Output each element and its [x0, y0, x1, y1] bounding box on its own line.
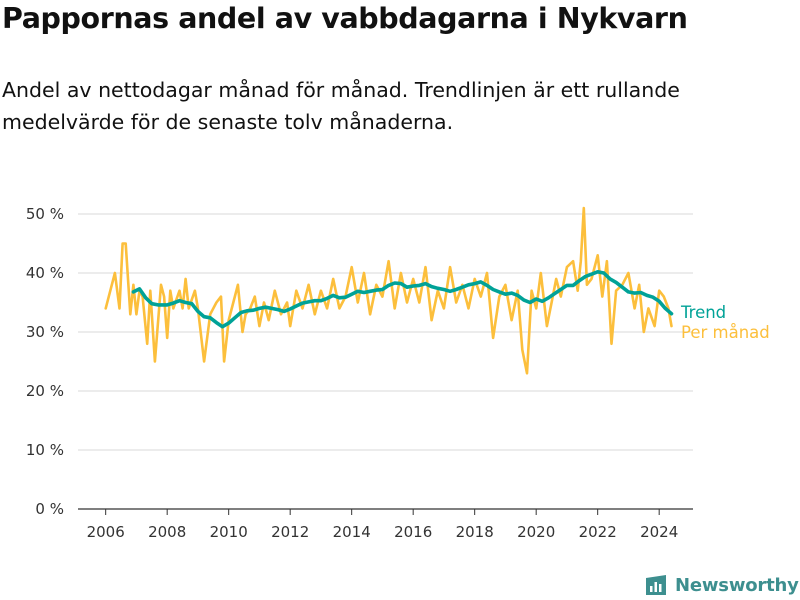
x-tick-label: 2008	[148, 523, 186, 541]
x-tick-label: 2006	[87, 523, 125, 541]
monthly-series-line	[104, 206, 673, 375]
trend-series-line	[131, 269, 674, 329]
gridlines	[78, 213, 693, 451]
x-tick-label: 2014	[333, 523, 371, 541]
x-tick-label: 2020	[517, 523, 555, 541]
chart-subtitle: Andel av nettodagar månad för månad. Tre…	[2, 78, 680, 134]
x-tick-label: 2010	[210, 523, 248, 541]
y-axis: 0 % 10 % 20 % 30 % 40 % 50 %	[26, 205, 64, 518]
brand-logo: Newsworthy	[645, 570, 799, 600]
legend-label-trend: Trend	[680, 303, 726, 322]
legend-label-monthly: Per månad	[681, 323, 770, 342]
y-tick-label: 10 %	[26, 441, 64, 459]
x-tick-label: 2016	[394, 523, 432, 541]
y-tick-label: 20 %	[26, 382, 64, 400]
brand-name: Newsworthy	[675, 574, 799, 596]
x-tick-label: 2018	[456, 523, 494, 541]
y-tick-label: 0 %	[35, 500, 64, 518]
x-axis: 2006 2008 2010 2012 2014 2016 2018 2020 2022 2024	[78, 508, 693, 541]
x-tick-label: 2022	[579, 523, 617, 541]
series-layer	[104, 206, 674, 375]
y-tick-label: 50 %	[26, 205, 64, 223]
chart-title: Pappornas andel av vabbdagarna i Nykvarn	[2, 2, 688, 35]
y-tick-label: 40 %	[26, 264, 64, 282]
y-tick-label: 30 %	[26, 323, 64, 341]
newsworthy-logo-icon	[646, 575, 666, 595]
x-tick-label: 2024	[640, 523, 678, 541]
x-tick-label: 2012	[271, 523, 309, 541]
